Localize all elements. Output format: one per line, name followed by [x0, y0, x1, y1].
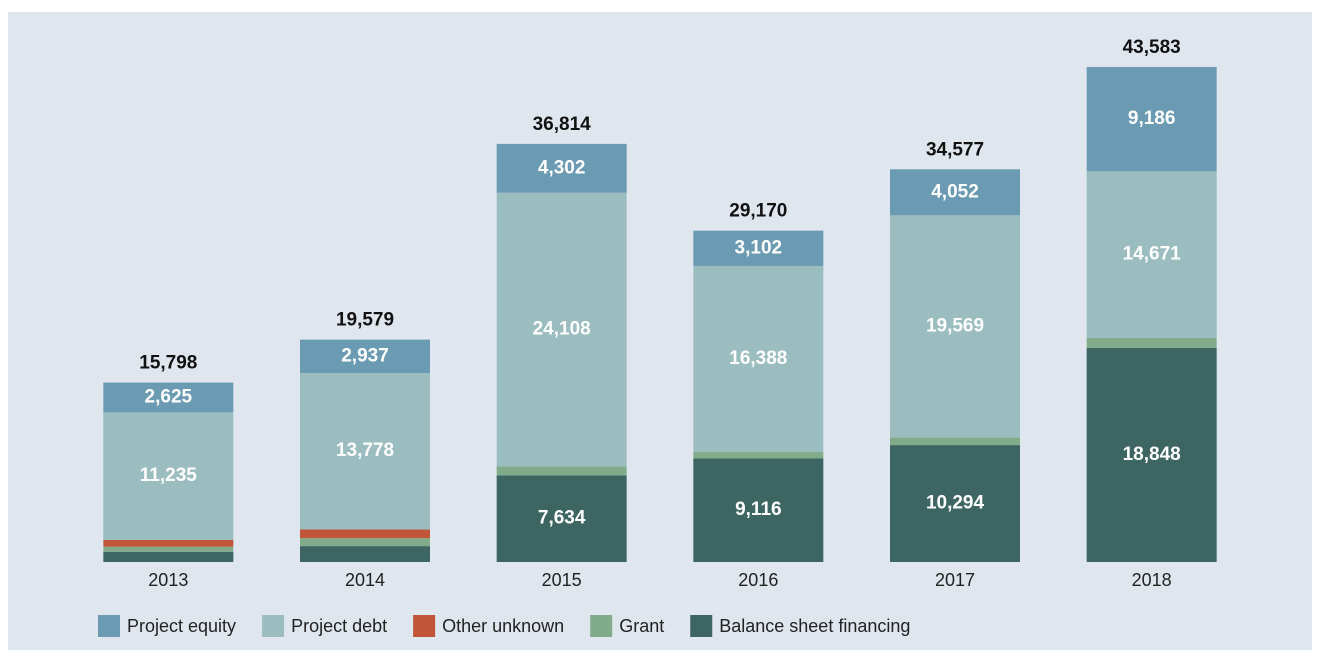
bar-segment: [300, 546, 430, 562]
data-label: 11,235: [140, 465, 197, 486]
x-tick-label: 2014: [345, 570, 385, 590]
bar-segment: [693, 458, 824, 562]
bar-segment: [300, 538, 430, 547]
legend-swatch: [262, 615, 285, 637]
data-label: 13,778: [336, 440, 394, 461]
legend-label: Grant: [619, 616, 664, 636]
legend-label: Project debt: [291, 616, 387, 636]
bar-segment: [890, 169, 1020, 216]
total-label: 15,798: [139, 353, 197, 374]
bar-segment: [103, 551, 234, 562]
x-tick-label: 2018: [1132, 570, 1172, 590]
legend-swatch: [590, 615, 613, 637]
x-tick-label: 2015: [542, 570, 582, 590]
legend-swatch: [98, 615, 120, 637]
x-tick-label: 2013: [148, 570, 188, 590]
data-label: 16,388: [729, 348, 787, 369]
bar-segment: [300, 339, 430, 373]
total-label: 34,577: [926, 139, 984, 160]
bar-segment: [890, 215, 1020, 438]
data-label: 19,569: [926, 315, 984, 336]
data-label: 2,937: [341, 345, 389, 366]
data-label: 4,302: [538, 157, 586, 178]
bar-segment: [103, 382, 234, 413]
bar-segment: [1086, 67, 1217, 172]
bar-segment: [496, 466, 627, 476]
bar-segment: [496, 143, 627, 193]
bar-segment: [890, 445, 1020, 562]
bar-segment: [300, 372, 430, 530]
data-label: 18,848: [1123, 444, 1181, 465]
bar-segment: [693, 452, 824, 459]
bar-segment: [103, 412, 234, 540]
data-label: 9,116: [735, 499, 782, 520]
data-label: 4,052: [931, 181, 979, 202]
bar-segment: [1086, 337, 1217, 348]
total-label: 43,583: [1123, 37, 1181, 58]
bar-segment: [693, 230, 824, 266]
data-label: 10,294: [926, 493, 985, 514]
total-label: 36,814: [533, 114, 592, 135]
data-label: 24,108: [533, 319, 591, 340]
legend-swatch: [690, 615, 713, 637]
legend-label: Balance sheet financing: [719, 616, 910, 636]
bar-segment: [693, 265, 824, 453]
data-label: 2,625: [145, 386, 193, 407]
data-label: 14,671: [1123, 244, 1182, 265]
bar-segment: [103, 546, 234, 552]
total-label: 29,170: [729, 201, 787, 222]
bar-segment: [103, 539, 234, 547]
x-tick-label: 2016: [738, 570, 778, 590]
total-label: 19,579: [336, 310, 394, 331]
legend-label: Project equity: [127, 616, 236, 636]
bar-segment: [300, 529, 430, 539]
bar-segment: [496, 475, 627, 562]
legend-swatch: [413, 615, 436, 637]
bar-segment: [1086, 171, 1217, 338]
data-label: 7,634: [538, 508, 586, 529]
legend-label: Other unknown: [442, 616, 564, 636]
bar-segment: [890, 437, 1020, 446]
data-label: 3,102: [735, 237, 783, 258]
data-label: 9,186: [1128, 108, 1176, 129]
bar-segment: [496, 192, 627, 467]
x-tick-label: 2017: [935, 570, 975, 590]
bar-segment: [1086, 347, 1217, 562]
